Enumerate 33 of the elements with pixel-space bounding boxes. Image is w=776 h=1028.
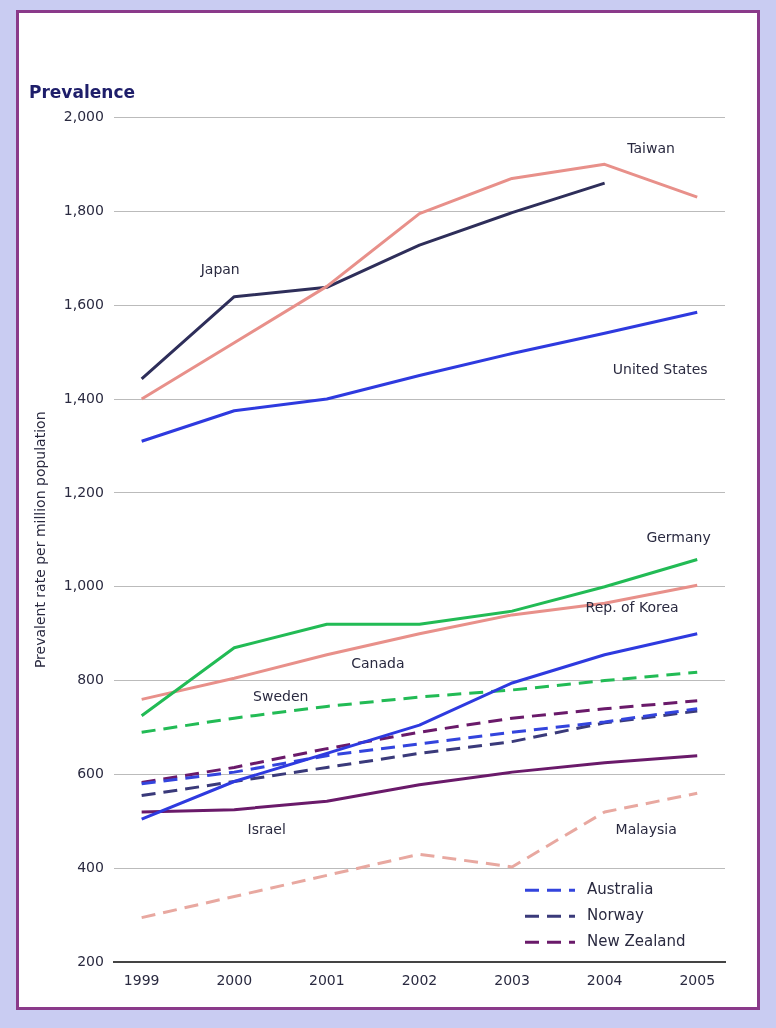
line-series <box>140 709 699 798</box>
x-tick-label: 1999 <box>123 972 160 989</box>
legend-label: Australia <box>587 880 654 899</box>
annotation: United States <box>612 361 708 378</box>
x-tick-label: 2004 <box>586 972 623 989</box>
y-tick-label: 600 <box>77 765 104 782</box>
y-tick-label: 1,200 <box>63 483 104 500</box>
annotation: Japan <box>199 260 240 277</box>
x-tick-label: 2001 <box>309 972 345 989</box>
x-tick-label: 2005 <box>679 972 716 989</box>
chart-title: Prevalence <box>29 81 135 102</box>
y-tick-label: 800 <box>77 671 104 688</box>
annotation: Rep. of Korea <box>585 598 679 615</box>
annotation: Malaysia <box>615 821 677 838</box>
annotation: Taiwan <box>626 140 675 157</box>
y-tick-label: 1,800 <box>63 201 104 218</box>
y-tick-label: 1,600 <box>63 295 104 312</box>
line-series <box>140 670 699 734</box>
legend-label: New Zealand <box>587 932 686 951</box>
legend-label: Norway <box>587 906 645 925</box>
y-tick-label: 400 <box>77 858 104 875</box>
y-tick-label: 2,000 <box>63 108 104 125</box>
y-axis-title: Prevalent rate per million population <box>32 411 49 669</box>
x-tick-label: 2000 <box>216 972 253 989</box>
x-tick-label: 2003 <box>494 972 530 989</box>
annotation: Israel <box>247 821 286 838</box>
annotation: Canada <box>351 654 405 671</box>
annotation: Germany <box>646 528 711 545</box>
y-tick-label: 1,400 <box>63 389 104 406</box>
x-tick-label: 2002 <box>401 972 438 989</box>
y-tick-label: 1,000 <box>63 577 104 594</box>
y-tick-label: 200 <box>77 952 104 969</box>
annotation: Sweden <box>253 687 309 704</box>
